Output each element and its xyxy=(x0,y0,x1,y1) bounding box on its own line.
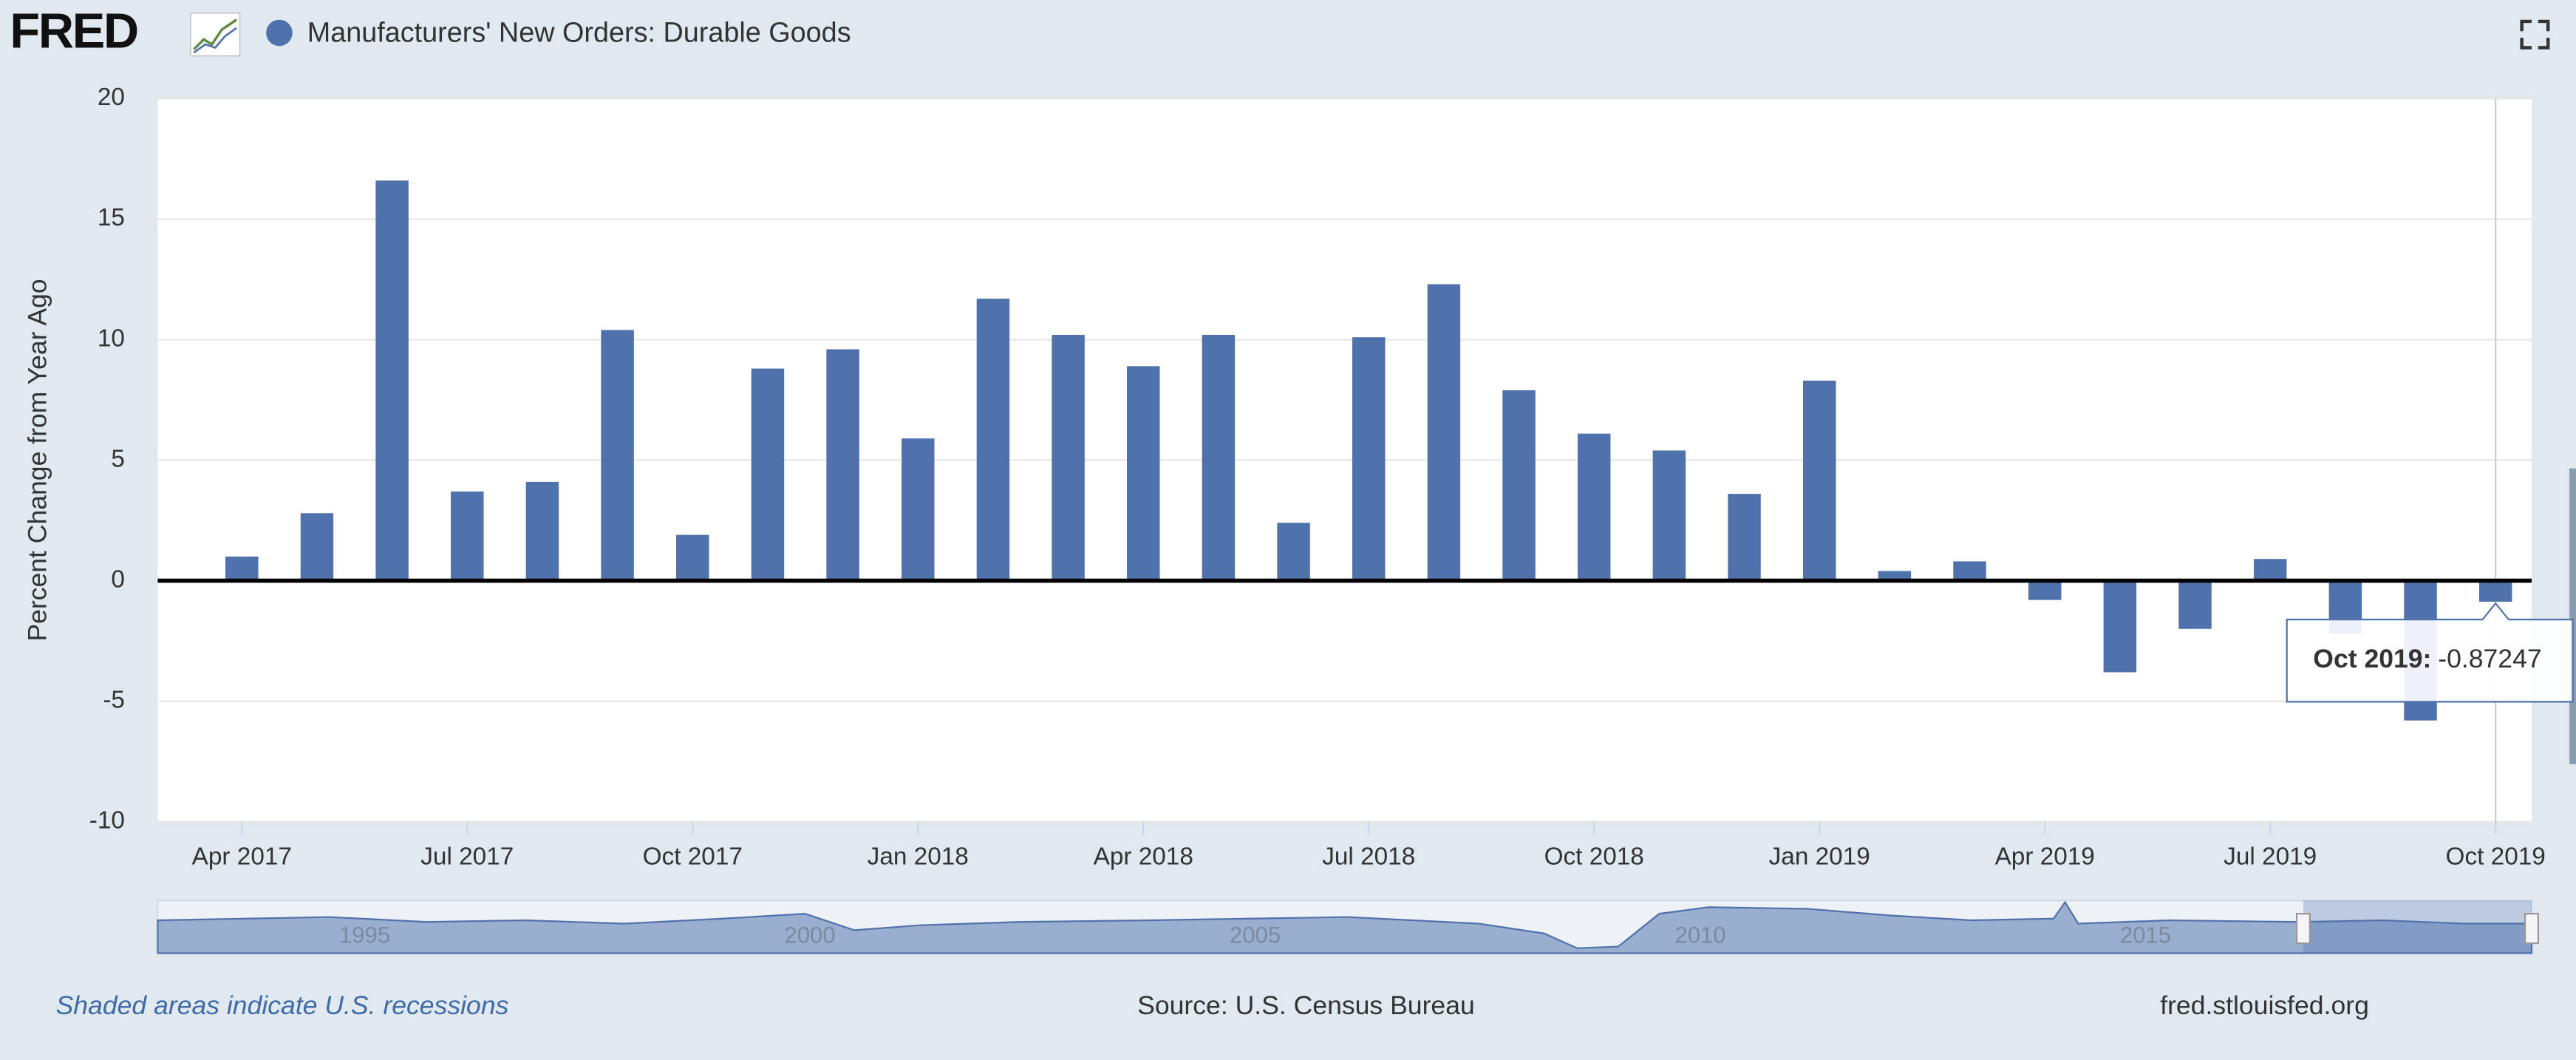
logo: FRED xyxy=(10,4,137,58)
bar xyxy=(225,556,259,581)
navigator-label: 2000 xyxy=(784,922,835,948)
bar xyxy=(1277,523,1310,581)
recession-note[interactable]: Shaded areas indicate U.S. recessions xyxy=(56,991,509,1020)
bar xyxy=(375,180,409,581)
x-tick-label: Jul 2018 xyxy=(1322,843,1415,870)
y-tick-label: -10 xyxy=(89,806,125,834)
navigator[interactable] xyxy=(157,900,2539,954)
x-tick-label: Oct 2019 xyxy=(2446,843,2546,870)
site-link[interactable]: fred.stlouisfed.org xyxy=(2160,991,2369,1020)
bar xyxy=(451,491,484,581)
y-tick-label: 15 xyxy=(98,204,125,231)
bar xyxy=(1202,334,1236,581)
bar xyxy=(1878,571,1912,581)
x-tick-label: Jul 2017 xyxy=(420,843,514,870)
bar xyxy=(2253,559,2287,581)
fullscreen-icon[interactable] xyxy=(2520,19,2550,50)
bar xyxy=(601,330,634,581)
navigator-label: 2005 xyxy=(1230,922,1281,948)
x-tick-label: Apr 2017 xyxy=(192,843,292,870)
legend-marker xyxy=(266,19,293,47)
bar xyxy=(2478,580,2512,602)
bar xyxy=(1652,450,1686,581)
tooltip: Oct 2019: -0.87247 xyxy=(2286,602,2574,703)
bar xyxy=(976,299,1010,581)
x-tick-label: Jan 2019 xyxy=(1769,843,1870,870)
bar xyxy=(2178,580,2212,629)
bar xyxy=(2028,580,2062,600)
x-tick-label: Apr 2018 xyxy=(1094,843,1193,870)
tooltip-box xyxy=(2286,602,2574,703)
x-tick-label: Apr 2019 xyxy=(1995,843,2095,870)
bar xyxy=(751,368,785,581)
navigator-label: 1995 xyxy=(339,922,390,948)
bar xyxy=(1577,433,1611,581)
navigator-label: 2010 xyxy=(1674,922,1725,948)
bar xyxy=(300,513,334,581)
source: Source: U.S. Census Bureau xyxy=(1137,991,1475,1020)
x-tick-label: Oct 2018 xyxy=(1544,843,1644,870)
bar xyxy=(1953,561,1986,581)
y-tick-label: -5 xyxy=(103,686,125,713)
bar xyxy=(1127,366,1160,581)
y-tick-label: 0 xyxy=(111,565,125,593)
bar xyxy=(2103,580,2137,673)
x-tick-label: Jan 2018 xyxy=(868,843,969,870)
bar xyxy=(1728,494,1761,581)
chart-title: Manufacturers' New Orders: Durable Goods xyxy=(307,18,851,49)
bar xyxy=(676,534,709,581)
y-tick-label: 5 xyxy=(111,445,125,472)
scrollbar xyxy=(2569,468,2576,764)
bar xyxy=(1427,284,1461,581)
tooltip-value: -0.87247 xyxy=(2438,644,2541,673)
bar xyxy=(1802,380,1836,581)
y-tick-label: 20 xyxy=(98,84,125,111)
bar xyxy=(902,438,935,581)
tooltip-label: Oct 2019: xyxy=(2313,644,2431,673)
bar xyxy=(1352,337,1386,581)
y-axis-label: Percent Change from Year Ago xyxy=(23,279,52,641)
bar xyxy=(826,349,859,581)
bar xyxy=(1502,390,1536,581)
x-tick-label: Oct 2017 xyxy=(643,843,743,870)
y-tick-label: 10 xyxy=(98,325,125,352)
navigator-label: 2015 xyxy=(2120,922,2171,948)
x-tick-label: Jul 2019 xyxy=(2224,843,2317,870)
bar xyxy=(1052,334,1085,581)
logo-icon xyxy=(190,13,241,57)
bar xyxy=(525,481,559,581)
